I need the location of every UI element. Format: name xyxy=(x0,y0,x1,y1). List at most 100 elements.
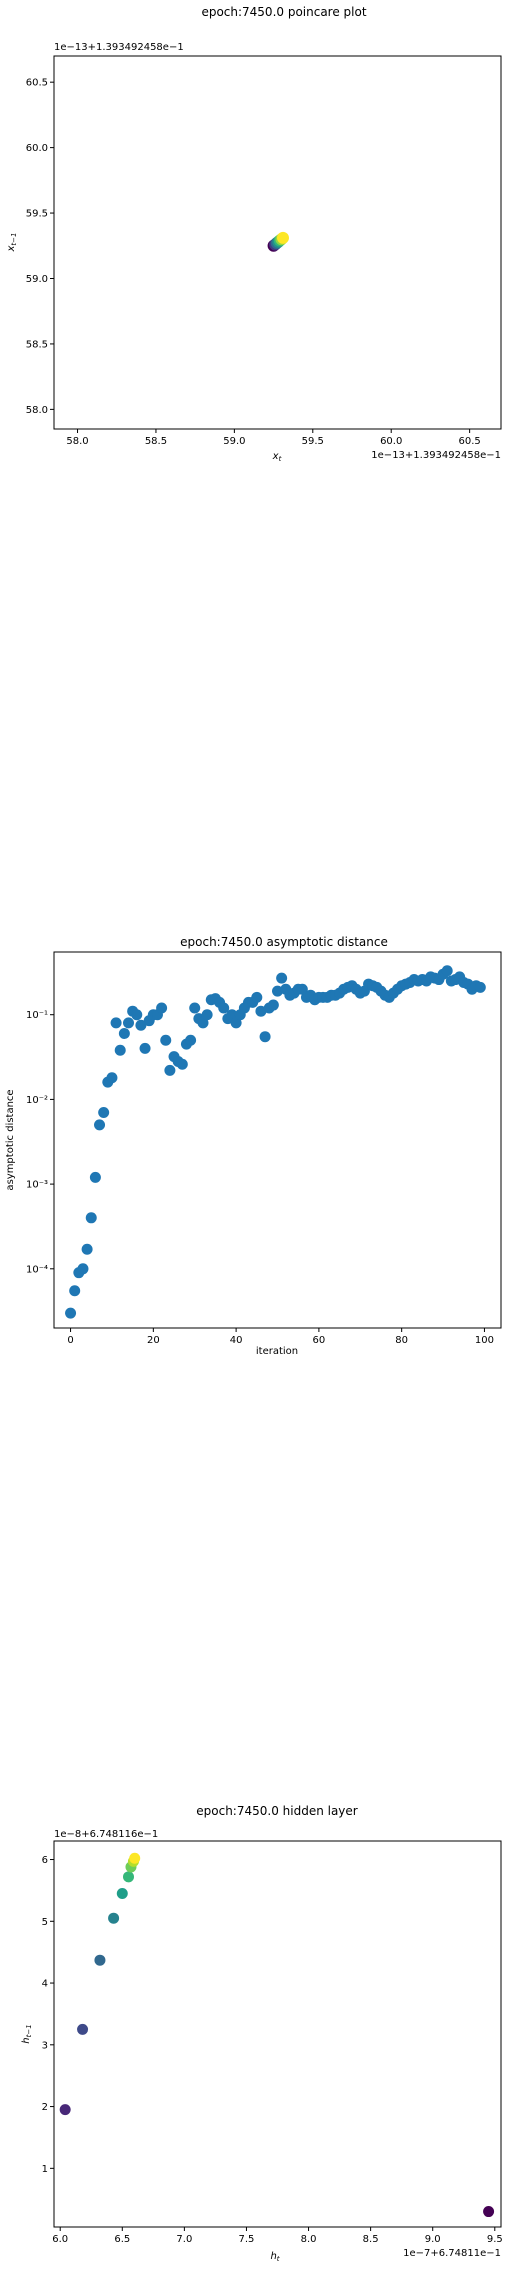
x-tick-label: 6.0 xyxy=(52,2234,68,2245)
data-point xyxy=(176,1058,188,1070)
x-tick-label: 9.0 xyxy=(425,2234,441,2245)
x-offset-text: 1e−13+1.393492458e−1 xyxy=(371,450,501,461)
x-tick-label: 0 xyxy=(67,1335,73,1346)
data-point xyxy=(110,1017,122,1029)
y-tick-label: 10⁻⁴ xyxy=(26,1264,48,1275)
data-point xyxy=(94,1954,106,1966)
x-tick-label: 20 xyxy=(147,1335,160,1346)
points-layer xyxy=(59,1852,495,2218)
x-tick-label: 8.5 xyxy=(363,2234,379,2245)
y-axis-label: xt−1 xyxy=(6,233,18,253)
x-tick-label: 60.5 xyxy=(458,436,480,447)
y-tick-label: 3 xyxy=(42,2040,48,2051)
y-tick-label: 59.0 xyxy=(26,274,48,285)
x-tick-label: 7.5 xyxy=(239,2234,255,2245)
x-tick-label: 6.5 xyxy=(114,2234,130,2245)
data-point xyxy=(251,991,263,1003)
data-point xyxy=(164,1064,176,1076)
x-ticks: 58.0 58.5 59.0 59.5 60.0 60.5 xyxy=(66,429,481,447)
data-point xyxy=(81,1243,93,1255)
x-tick-label: 59.0 xyxy=(223,436,245,447)
data-point xyxy=(197,1017,209,1029)
y-tick-label: 60.5 xyxy=(26,78,48,89)
y-axis-label: asymptotic distance xyxy=(5,1089,16,1190)
points-layer xyxy=(267,231,289,252)
data-point xyxy=(135,1019,147,1031)
data-point xyxy=(108,1912,120,1924)
y-axis-label: ht−1 xyxy=(21,2024,33,2043)
data-point xyxy=(259,1031,271,1043)
data-point xyxy=(218,1002,230,1014)
data-point xyxy=(129,1852,141,1864)
y-tick-label: 58.5 xyxy=(26,339,48,350)
data-point xyxy=(272,985,283,997)
data-point xyxy=(189,1002,201,1014)
x-offset-text: 1e−7+6.74811e−1 xyxy=(403,2248,501,2259)
x-ticks: 0 20 40 60 80 100 xyxy=(67,1328,494,1346)
x-ticks: 6.0 6.5 7.0 7.5 8.0 8.5 9.0 9.5 xyxy=(52,2227,503,2245)
data-point xyxy=(59,2104,71,2116)
y-offset-text: 1e−8+6.748116e−1 xyxy=(54,1829,158,1840)
asymptotic-distance-chart: epoch:7450.0 asymptotic distance 0 20 40 60… xyxy=(5,935,502,1357)
y-tick-label: 60.0 xyxy=(26,143,48,154)
data-point xyxy=(123,1017,134,1029)
data-point xyxy=(85,1212,97,1224)
y-tick-label: 1 xyxy=(42,2164,48,2175)
poincare-plot-chart: epoch:7450.0 poincare plot 1e−13+1.39349… xyxy=(6,5,502,463)
chart-title: epoch:7450.0 asymptotic distance xyxy=(180,935,388,949)
data-point xyxy=(276,972,288,984)
x-tick-label: 60 xyxy=(313,1335,326,1346)
x-tick-label: 9.5 xyxy=(487,2234,503,2245)
y-tick-label: 6 xyxy=(42,1855,48,1866)
y-tick-label: 10⁻² xyxy=(26,1095,48,1106)
chart-title: epoch:7450.0 hidden layer xyxy=(196,1804,358,1818)
data-point xyxy=(118,1027,130,1039)
data-point xyxy=(114,1044,126,1056)
x-tick-label: 60.0 xyxy=(380,436,402,447)
data-point xyxy=(483,2206,495,2218)
chart-title: epoch:7450.0 poincare plot xyxy=(201,5,366,19)
x-axis-label: xt xyxy=(272,451,282,463)
data-point xyxy=(106,1072,118,1084)
data-point xyxy=(65,1307,77,1319)
x-tick-label: 58.5 xyxy=(145,436,167,447)
data-point xyxy=(89,1171,101,1183)
x-tick-label: 8.0 xyxy=(301,2234,317,2245)
data-point xyxy=(160,1034,172,1046)
data-point xyxy=(98,1107,110,1119)
data-point xyxy=(201,1009,213,1021)
x-tick-label: 40 xyxy=(230,1335,243,1346)
data-point xyxy=(69,1285,81,1297)
y-tick-label: 4 xyxy=(42,1979,48,1990)
data-point xyxy=(296,983,308,995)
data-point xyxy=(94,1119,106,1131)
data-point xyxy=(230,1017,242,1029)
data-point xyxy=(139,1042,151,1054)
y-tick-label: 10⁻¹ xyxy=(26,1010,48,1021)
data-point xyxy=(267,999,279,1011)
y-ticks: 10⁻⁴ 10⁻³ 10⁻² 10⁻¹ xyxy=(26,1010,54,1275)
data-point xyxy=(77,1263,89,1275)
x-tick-label: 80 xyxy=(395,1335,408,1346)
data-point xyxy=(474,981,486,993)
data-point xyxy=(123,1871,134,1883)
y-tick-label: 59.5 xyxy=(26,209,48,220)
data-point xyxy=(156,1002,168,1014)
y-offset-text: 1e−13+1.393492458e−1 xyxy=(54,42,184,53)
y-ticks: 58.0 58.5 59.0 59.5 60.0 60.5 xyxy=(26,78,54,416)
data-point xyxy=(77,2023,89,2035)
data-point xyxy=(255,1005,267,1017)
y-tick-label: 2 xyxy=(42,2102,48,2113)
points-layer xyxy=(65,965,486,1319)
y-ticks: 1 2 3 4 5 6 xyxy=(42,1855,54,2175)
x-tick-label: 59.5 xyxy=(302,436,324,447)
x-tick-label: 100 xyxy=(475,1335,494,1346)
hidden-layer-chart: epoch:7450.0 hidden layer 1e−8+6.748116e… xyxy=(21,1804,503,2263)
x-tick-label: 58.0 xyxy=(66,436,88,447)
data-point xyxy=(276,231,289,244)
y-tick-label: 10⁻³ xyxy=(26,1180,48,1191)
y-tick-label: 58.0 xyxy=(26,405,48,416)
data-point xyxy=(116,1887,128,1899)
data-point xyxy=(185,1034,197,1046)
data-point xyxy=(131,1009,143,1021)
